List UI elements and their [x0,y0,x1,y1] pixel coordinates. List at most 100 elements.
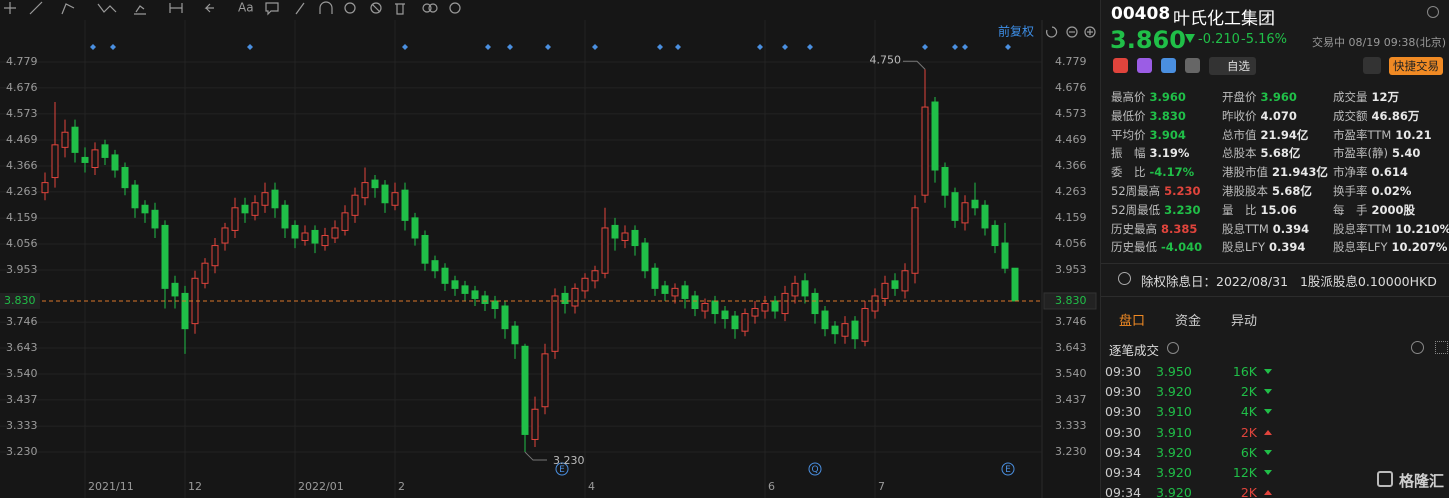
measure-tool[interactable] [169,3,183,13]
y-tick-label-right: 4.159 [1055,211,1087,224]
tab[interactable]: 盘口 [1119,314,1146,329]
stat-value: 3.830 [1149,108,1186,123]
change-pct: -5.16% [1241,32,1287,47]
watermark-logo [1377,471,1393,487]
adjust-label[interactable]: 前复权 [998,24,1034,39]
stat-value: 46.86万 [1371,108,1420,123]
candle-body [661,285,669,294]
stat-label: 最低价 [1111,108,1146,123]
candle-body [671,287,679,297]
candle-body [831,325,839,335]
stat: 昨收价 4.070 [1222,108,1297,124]
y-tick-label: 4.366 [6,159,38,172]
candle-body [151,209,159,229]
stat: 52周最低 3.230 [1111,202,1201,218]
stat: 股息率TTM 10.210% [1333,221,1449,237]
stat: 总股本 5.68亿 [1222,145,1300,161]
zoom-out[interactable] [1066,26,1078,38]
stat: 总市值 21.94亿 [1222,127,1308,143]
candle-body [771,300,779,312]
event-marker [807,44,813,50]
tab[interactable]: 资金 [1175,314,1202,329]
event-badge-label: Q [811,465,818,475]
arrow-tool[interactable] [204,3,214,13]
change: -0.210 [1198,32,1240,47]
candle-body [381,184,389,204]
x-tick-label: 6 [768,480,775,493]
crosshair-tool[interactable] [4,2,16,14]
reset-icon[interactable] [1046,26,1058,38]
grid-icon [1435,341,1448,354]
candle-body [781,292,789,315]
text-tool[interactable]: Aa [238,1,254,15]
y-tick-label-right: 4.469 [1055,133,1087,146]
stat-label: 股息率TTM [1333,221,1392,236]
chart: Aa 前复权 4.779 4.779 4.676 4.676 4.573 4.573 4.4… [0,0,1097,498]
y-tick-label: 3.643 [6,341,38,354]
candle-body [511,325,519,345]
candle-body [351,194,359,216]
candle-body [251,202,259,216]
stat-value: 2000股 [1371,202,1416,217]
trade-time: 09:30 [1105,424,1142,440]
trade-price: 3.920 [1156,485,1192,498]
candle-body [261,192,269,206]
trade-time: 09:30 [1105,404,1142,420]
price: 3.860 [1110,26,1186,54]
trade-time: 09:30 [1105,364,1142,379]
max-leader [903,60,926,70]
min-annotation: 3.230 [553,454,585,467]
status: 交易中 08/19 09:38(北京) [1312,36,1446,49]
wave-tool[interactable] [97,3,117,13]
stat: 股息LFY 0.394 [1222,239,1305,255]
y-tick-label-right: 3.953 [1055,263,1087,276]
eye-tool[interactable] [344,2,356,14]
candle-body [911,207,919,274]
x-tick-label: 2022/01 [298,480,344,493]
stat: 52周最高 5.230 [1111,183,1201,199]
candle-body [561,292,569,304]
candle-body [331,227,339,239]
candle-body [481,295,489,304]
stat-value: 10.207% [1391,240,1448,255]
zoom-in[interactable] [1084,26,1096,38]
candle-body [741,313,749,332]
trade-arrow [1264,409,1272,415]
magnet-tool[interactable] [319,1,333,14]
y-tick-label: 4.779 [6,55,38,68]
pen-tool[interactable] [295,2,305,15]
stat-label: 历史最低 [1111,240,1157,255]
stat-value: 5.68亿 [1260,146,1301,161]
candle-body [761,302,769,312]
x-tick-label: 7 [878,480,885,493]
candle-body [941,166,949,196]
event-marker [90,44,96,50]
watch-button[interactable]: 自选 [1209,57,1256,75]
candle-body [881,282,889,299]
trade-arrow [1264,369,1272,374]
stat-value: 4.070 [1260,108,1297,123]
candle-body [731,315,739,330]
fib-tool[interactable] [134,5,146,15]
channel-tool[interactable] [61,3,75,15]
candle-body [471,290,479,299]
event-marker [657,44,663,50]
info-icon [1118,272,1131,285]
settings-tool[interactable] [449,2,461,14]
hide-tool[interactable] [370,2,382,14]
tab[interactable]: 异动 [1231,314,1258,329]
note-tool[interactable] [265,2,279,16]
delete-tool[interactable] [395,3,405,15]
stat-value: 0.02% [1371,184,1412,198]
y-tick-label: 3.230 [6,445,38,458]
min-leader [524,451,547,461]
stat-value: 21.94亿 [1260,127,1309,142]
stat-value: 12万 [1371,90,1400,104]
compare-tool[interactable] [428,3,438,13]
trade-button[interactable]: 快捷交易 [1389,57,1443,75]
line-tool[interactable] [29,1,43,15]
candle-body [921,106,929,196]
y-tick-label: 4.469 [6,133,38,146]
candle-body [41,182,49,194]
trade-price: 3.920 [1156,465,1192,480]
